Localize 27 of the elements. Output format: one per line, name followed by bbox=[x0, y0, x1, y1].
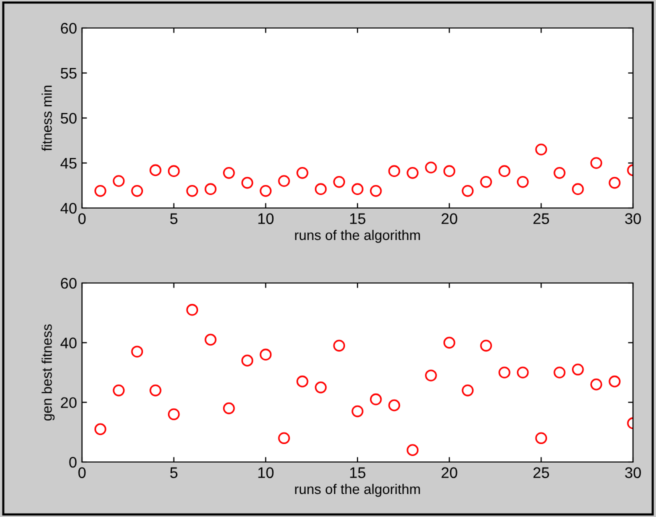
x-tick-label: 0 bbox=[78, 467, 86, 478]
y-axis-title: fitness min bbox=[42, 86, 52, 151]
x-tick-label: 10 bbox=[258, 467, 274, 478]
x-axis-title: runs of the algorithm bbox=[295, 230, 420, 243]
x-tick-label: 25 bbox=[533, 213, 550, 224]
x-tick-label: 20 bbox=[442, 467, 458, 478]
y-axis-title: gen best fitness bbox=[42, 324, 55, 421]
x-tick-label: 5 bbox=[170, 213, 178, 224]
y-tick-label: 0 bbox=[69, 456, 77, 468]
y-tick-label: 60 bbox=[60, 278, 77, 289]
x-tick-label: 5 bbox=[170, 467, 178, 478]
x-tick-label: 0 bbox=[78, 213, 86, 224]
y-tick-label: 40 bbox=[60, 202, 77, 214]
x-axis-title: runs of the algorithm bbox=[295, 484, 420, 497]
x-tick-label: 15 bbox=[350, 467, 366, 478]
x-tick-label: 25 bbox=[533, 467, 550, 478]
x-tick-label: 10 bbox=[258, 213, 274, 224]
y-tick-label: 60 bbox=[60, 22, 77, 34]
y-tick-label: 40 bbox=[60, 338, 77, 348]
x-tick-label: 30 bbox=[625, 213, 641, 224]
y-tick-label: 50 bbox=[60, 112, 77, 124]
x-tick-label: 30 bbox=[625, 467, 641, 478]
y-tick-label: 45 bbox=[60, 158, 76, 169]
x-tick-label: 15 bbox=[350, 213, 366, 224]
y-tick-label: 20 bbox=[60, 397, 77, 408]
x-tick-label: 20 bbox=[442, 213, 458, 224]
y-tick-label: 55 bbox=[60, 68, 76, 79]
